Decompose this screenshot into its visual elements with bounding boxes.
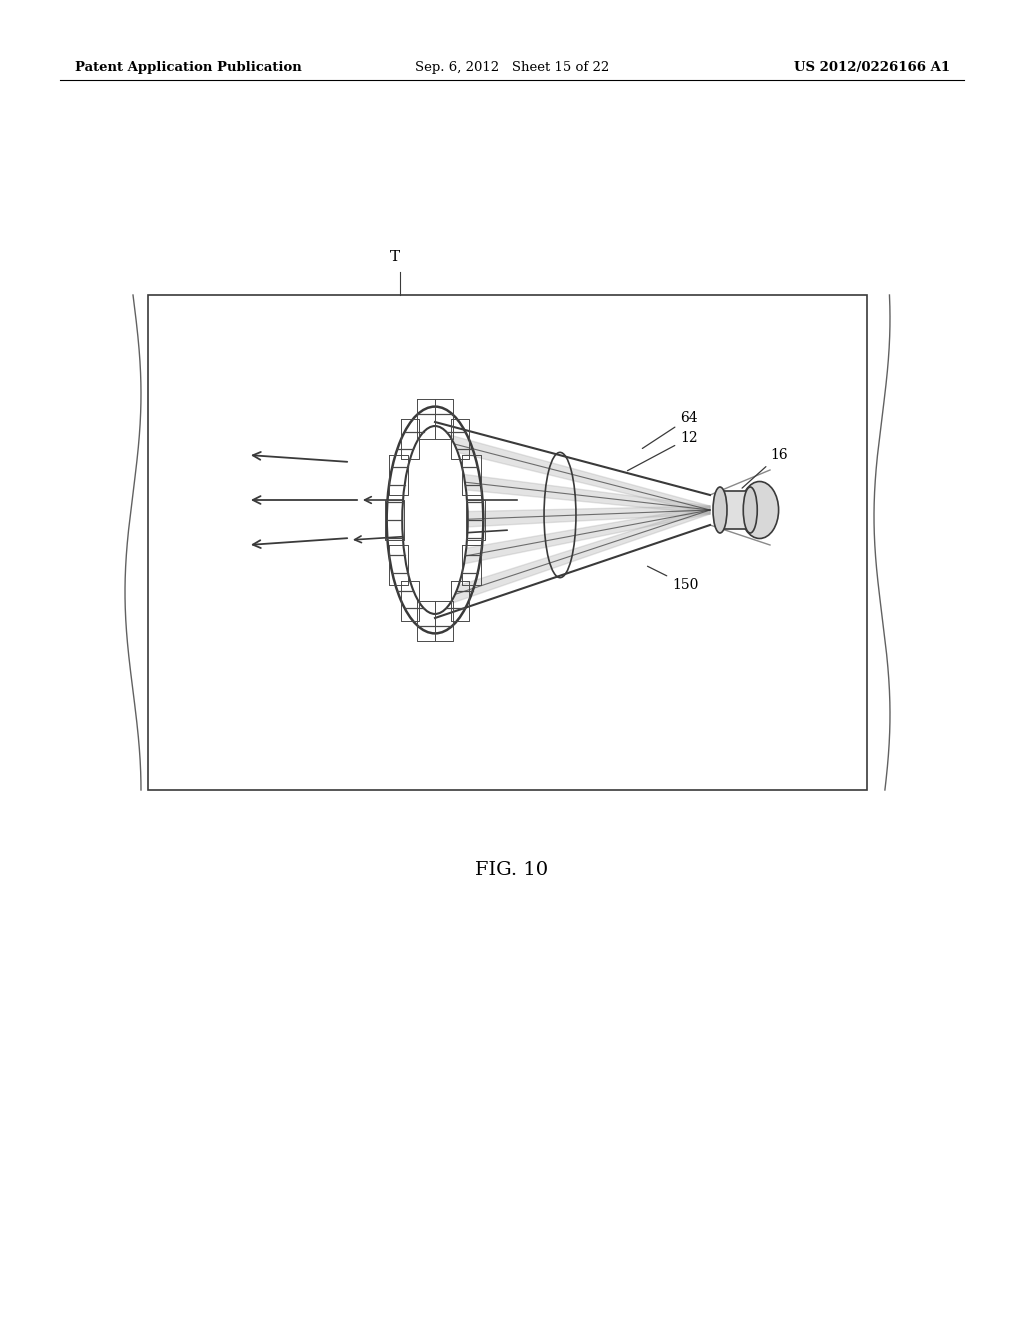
Polygon shape bbox=[435, 506, 710, 609]
Ellipse shape bbox=[740, 482, 778, 539]
Polygon shape bbox=[447, 506, 710, 528]
Text: 16: 16 bbox=[742, 447, 787, 488]
Polygon shape bbox=[435, 432, 710, 513]
Polygon shape bbox=[441, 471, 710, 513]
Text: US 2012/0226166 A1: US 2012/0226166 A1 bbox=[794, 62, 950, 74]
Text: Sep. 6, 2012   Sheet 15 of 22: Sep. 6, 2012 Sheet 15 of 22 bbox=[415, 62, 609, 74]
Ellipse shape bbox=[713, 487, 727, 533]
Text: FIG. 10: FIG. 10 bbox=[475, 861, 549, 879]
Polygon shape bbox=[441, 506, 710, 569]
Text: T: T bbox=[390, 249, 400, 264]
Text: 150: 150 bbox=[647, 566, 698, 591]
Bar bbox=[148, 294, 867, 789]
Text: Patent Application Publication: Patent Application Publication bbox=[75, 62, 302, 74]
Text: 64: 64 bbox=[642, 411, 697, 449]
Text: 12: 12 bbox=[628, 432, 697, 471]
Ellipse shape bbox=[402, 426, 468, 614]
Bar bbox=[720, 491, 751, 529]
Ellipse shape bbox=[743, 487, 758, 533]
